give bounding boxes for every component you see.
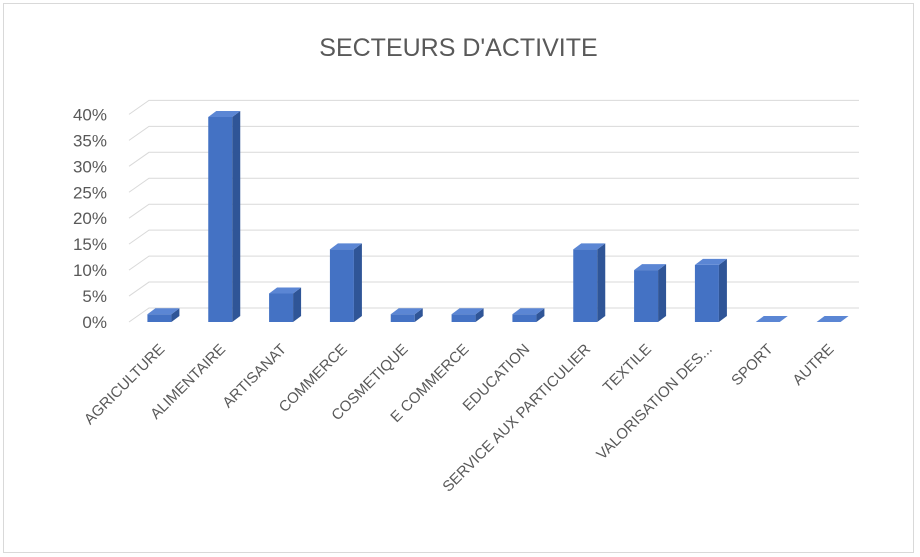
x-category-label: VALORISATION DES... — [593, 341, 715, 463]
y-tick-label: 40% — [73, 105, 107, 124]
bar — [512, 308, 545, 322]
y-tick-label: 20% — [73, 209, 107, 228]
gridline — [128, 255, 859, 271]
x-axis-labels: AGRICULTUREALIMENTAIREARTISANATCOMMERCEC… — [81, 341, 837, 496]
gridline — [128, 203, 859, 219]
gridline — [128, 229, 859, 245]
y-tick-label: 10% — [73, 261, 107, 280]
bar-chart: 0% 5% 10% 15% 20% 25% 30% 35% 40% AGRICULTUREALI… — [73, 99, 859, 496]
gridline — [128, 125, 859, 141]
y-tick-label: 15% — [73, 235, 107, 254]
bar — [390, 308, 423, 322]
bars — [147, 110, 849, 323]
x-category-label: AUTRE — [789, 341, 837, 389]
gridline — [128, 99, 859, 115]
gridline — [128, 281, 859, 297]
x-category-label: TEXTILE — [600, 341, 655, 396]
bar — [451, 308, 484, 322]
bar — [147, 308, 180, 322]
gridline — [128, 307, 859, 323]
bar — [755, 316, 788, 322]
y-tick-label: 30% — [73, 157, 107, 176]
y-tick-label: 25% — [73, 183, 107, 202]
gridline — [128, 151, 859, 167]
y-tick-label: 5% — [82, 287, 107, 306]
x-category-label: SPORT — [728, 341, 776, 389]
bar — [634, 264, 667, 322]
bar — [694, 258, 727, 322]
bar — [816, 316, 849, 322]
bar — [269, 287, 302, 322]
chart-frame: SECTEURS D'ACTIVITE 0% 5% 10% 15% 20% 25% 30% 3… — [3, 3, 914, 553]
y-tick-label: 0% — [82, 313, 107, 332]
gridline — [128, 177, 859, 193]
y-axis-ticks: 0% 5% 10% 15% 20% 25% 30% 35% 40% — [73, 105, 107, 332]
y-tick-label: 35% — [73, 131, 107, 150]
bar — [329, 243, 362, 322]
bar — [573, 243, 606, 322]
bar — [208, 110, 241, 323]
chart-title: SECTEURS D'ACTIVITE — [319, 34, 598, 62]
gridlines — [128, 99, 859, 323]
